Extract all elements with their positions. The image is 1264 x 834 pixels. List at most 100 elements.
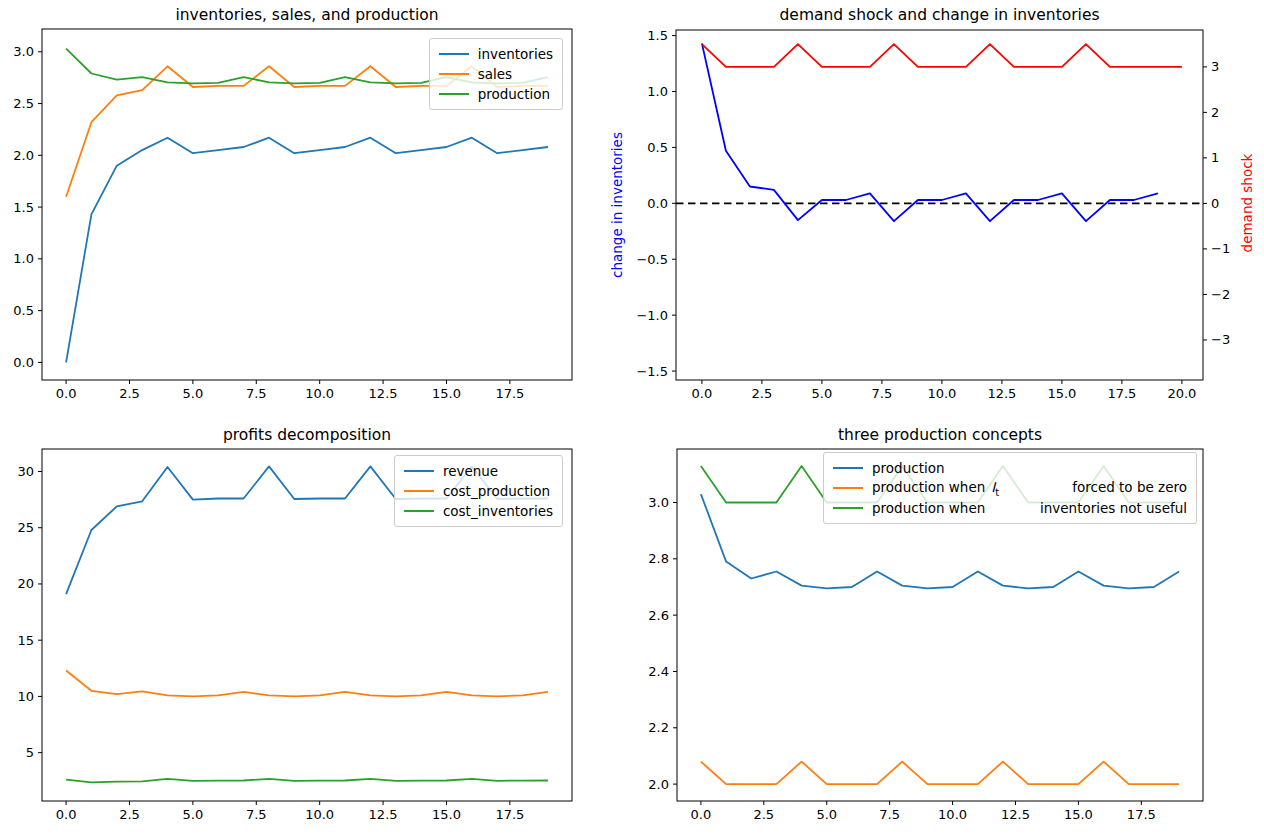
y-tick-label: −0.5 — [636, 252, 668, 267]
figure: 0.02.55.07.510.012.515.017.50.00.51.01.5… — [0, 0, 1264, 834]
legend-profits-decomposition: revenue cost_production cost_inventories — [394, 455, 563, 527]
x-tick-label: 5.0 — [183, 386, 204, 401]
y-tick-label-right: 2 — [1211, 105, 1219, 120]
subplot-1: 0.02.55.07.510.012.515.017.520.01.51.00.… — [636, 28, 1230, 401]
y-tick-label: 2.5 — [13, 96, 34, 111]
x-tick-label: 10.0 — [927, 386, 956, 401]
legend-entry: cost_inventories — [404, 501, 553, 521]
series-cost-inventories — [66, 779, 548, 783]
x-tick-label: 10.0 — [305, 807, 334, 822]
x-tick-label: 12.5 — [369, 386, 398, 401]
y-tick-label: 1.5 — [13, 200, 34, 215]
legend-label: production whenIt — [872, 479, 999, 498]
series-inventories — [66, 138, 548, 363]
legend-label-suffix: inventories not useful — [1040, 500, 1187, 516]
legend-label: sales — [478, 66, 512, 82]
x-tick-label: 7.5 — [246, 386, 267, 401]
x-tick-label: 5.0 — [812, 386, 833, 401]
x-tick-label: 10.0 — [305, 386, 334, 401]
x-tick-label: 12.5 — [369, 807, 398, 822]
x-tick-label: 2.5 — [752, 386, 773, 401]
legend-three-production-concepts: productionproduction whenItforced to be … — [823, 452, 1197, 524]
y-tick-label: 10 — [17, 689, 34, 704]
y-tick-label-right: −2 — [1211, 287, 1230, 302]
x-tick-label: 7.5 — [879, 807, 900, 822]
y-tick-label-right: 0 — [1211, 196, 1219, 211]
y-tick-label-right: 3 — [1211, 59, 1219, 74]
x-tick-label: 20.0 — [1167, 386, 1196, 401]
series-production-when-it-forced-to-be-zero — [701, 762, 1179, 785]
y-tick-label-right: −1 — [1211, 241, 1230, 256]
x-tick-label: 15.0 — [1047, 386, 1076, 401]
y-tick-label: 0.0 — [13, 355, 34, 370]
legend-entry: sales — [439, 64, 553, 84]
x-tick-label: 17.5 — [1107, 386, 1136, 401]
y-tick-label: 2.0 — [13, 148, 34, 163]
y-tick-label-right: 1 — [1211, 150, 1219, 165]
legend-entry: cost_production — [404, 481, 553, 501]
math-symbol: It — [991, 479, 999, 495]
x-tick-label: 15.0 — [1064, 807, 1093, 822]
x-tick-label: 0.0 — [691, 807, 712, 822]
y-tick-label: −1.0 — [636, 308, 668, 323]
x-tick-label: 10.0 — [938, 807, 967, 822]
legend-line-swatch — [439, 53, 469, 55]
x-tick-label: 15.0 — [432, 807, 461, 822]
y-tick-label: 2.8 — [648, 551, 669, 566]
x-tick-label: 2.5 — [753, 807, 774, 822]
x-tick-label: 15.0 — [432, 386, 461, 401]
x-tick-label: 0.0 — [56, 807, 77, 822]
legend-label: revenue — [443, 463, 498, 479]
x-tick-label: 2.5 — [119, 386, 140, 401]
chart-title-profits-decomposition: profits decomposition — [42, 426, 572, 444]
legend-label: cost_inventories — [443, 503, 553, 519]
legend-entry: production whenIt forced to be zero — [833, 478, 1187, 498]
series-change-in-inventories — [702, 43, 1158, 221]
y-tick-label: 2.6 — [648, 608, 669, 623]
legend-line-swatch — [404, 510, 434, 512]
legend-line-swatch — [404, 470, 434, 472]
y-tick-label-right: −3 — [1211, 332, 1230, 347]
legend-line-swatch — [404, 490, 434, 492]
legend-inventories-sales-production: inventories sales production — [429, 38, 563, 110]
y-tick-label: 0.5 — [647, 140, 668, 155]
ylabel-demand-shock: demand shock — [1239, 154, 1255, 253]
x-tick-label: 17.5 — [1127, 807, 1156, 822]
y-tick-label: 2.2 — [648, 720, 669, 735]
legend-label: production when — [872, 500, 985, 516]
legend-label: cost_production — [443, 483, 550, 499]
y-tick-label: 2.0 — [648, 777, 669, 792]
x-tick-label: 17.5 — [495, 386, 524, 401]
plots-canvas: 0.02.55.07.510.012.515.017.50.00.51.01.5… — [0, 0, 1264, 834]
legend-line-swatch — [439, 93, 469, 95]
legend-entry: production — [439, 84, 553, 104]
legend-entry: revenue — [404, 461, 553, 481]
y-tick-label: 1.0 — [647, 84, 668, 99]
x-tick-label: 2.5 — [119, 807, 140, 822]
legend-line-swatch — [833, 487, 863, 489]
x-tick-label: 12.5 — [1001, 807, 1030, 822]
series-cost-production — [66, 671, 548, 697]
x-tick-label: 0.0 — [56, 386, 77, 401]
y-tick-label: 1.5 — [647, 28, 668, 43]
chart-title-inventories-sales-production: inventories, sales, and production — [42, 6, 572, 24]
y-tick-label: 5 — [26, 745, 34, 760]
legend-label-suffix: forced to be zero — [1072, 479, 1187, 495]
legend-label: production — [872, 460, 945, 476]
legend-line-swatch — [439, 73, 469, 75]
x-tick-label: 0.0 — [692, 386, 713, 401]
legend-label: inventories — [478, 46, 553, 62]
y-tick-label: −1.5 — [636, 364, 668, 379]
x-tick-label: 5.0 — [183, 807, 204, 822]
y-tick-label: 15 — [17, 633, 34, 648]
x-tick-label: 17.5 — [495, 807, 524, 822]
y-tick-label: 2.4 — [648, 664, 669, 679]
y-tick-label: 30 — [17, 464, 34, 479]
y-tick-label: 1.0 — [13, 251, 34, 266]
series-demand-shock — [702, 44, 1182, 67]
legend-entry: production when inventories not useful — [833, 498, 1187, 518]
x-tick-label: 7.5 — [246, 807, 267, 822]
y-tick-label: 20 — [17, 576, 34, 591]
legend-entry: inventories — [439, 44, 553, 64]
y-tick-label: 3.0 — [13, 44, 34, 59]
